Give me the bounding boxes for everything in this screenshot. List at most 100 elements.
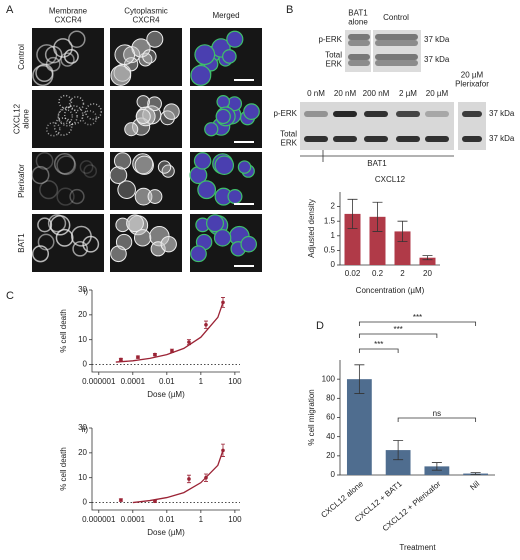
y-tick-label: 40 [326, 432, 335, 441]
cell [204, 122, 219, 137]
row-label: BAT1 [17, 233, 26, 253]
y-tick-label: 0.5 [324, 246, 336, 255]
cell [134, 155, 154, 175]
cell [109, 166, 128, 184]
lane-label: 200 nM [363, 89, 390, 98]
cell [69, 188, 85, 205]
blot-band [375, 54, 418, 60]
bar [424, 466, 450, 475]
y-tick-label: 30 [78, 285, 87, 294]
x-axis-label: Dose (µM) [147, 528, 185, 537]
cell [82, 235, 100, 253]
micrograph [32, 214, 104, 272]
blot-band [364, 111, 388, 117]
blot-band [348, 54, 370, 60]
blot-band [304, 111, 328, 117]
blot-row-label: ERK [326, 60, 343, 69]
axis [91, 428, 240, 511]
cell [60, 52, 75, 67]
cell [57, 108, 74, 125]
blot [458, 102, 486, 150]
y-tick-label: 20 [78, 310, 87, 319]
y-axis-label: % cell migration [307, 389, 316, 445]
x-tick-label: 0.02 [345, 269, 361, 278]
cell [117, 180, 136, 199]
significance-label: *** [413, 313, 422, 322]
lane-label: 20 µM [426, 89, 449, 98]
row-label: Plerixafor [17, 164, 26, 198]
fit-curve [115, 302, 224, 363]
cell [222, 49, 237, 64]
error-bar [422, 255, 433, 261]
cell [58, 94, 73, 109]
cell [197, 180, 217, 200]
blot-band [396, 111, 420, 117]
cell [226, 30, 244, 48]
x-tick-label: 0.0001 [121, 515, 146, 524]
column-header: Cytoplasmic [124, 7, 168, 16]
lane-label: Plerixafor [455, 80, 489, 89]
error-bar [347, 198, 358, 229]
y-tick-label: 0 [83, 498, 88, 507]
fit-curve [132, 450, 224, 504]
bar [394, 231, 411, 265]
cell [206, 214, 225, 233]
x-axis-label: Treatment [399, 543, 436, 552]
cell [32, 64, 54, 87]
cell [53, 153, 76, 175]
bar [344, 213, 361, 265]
cell [110, 245, 127, 263]
lane-label: alone [348, 18, 368, 27]
column-header: Membrane [49, 7, 88, 16]
x-tick-label: 20 [423, 269, 432, 278]
lane-label: 20 µM [461, 71, 484, 80]
error-bar [372, 201, 383, 232]
cell [146, 30, 164, 48]
significance-bracket [397, 417, 477, 422]
cell [39, 180, 59, 200]
y-tick-label: 10 [78, 335, 87, 344]
cell [136, 95, 150, 109]
cell [47, 214, 67, 233]
cell [79, 160, 94, 174]
y-tick-label: 20 [78, 448, 87, 457]
cell [213, 229, 232, 247]
cell [31, 166, 50, 185]
cell [243, 103, 260, 121]
row-label: Control [17, 44, 26, 70]
y-tick-label: 100 [322, 374, 336, 383]
blot-row-label: p-ERK [318, 35, 342, 44]
cell [240, 235, 258, 253]
cell [237, 160, 252, 174]
panel-sublabel: ii) [82, 425, 89, 434]
significance-label: ns [433, 409, 441, 418]
cell [227, 189, 243, 205]
error-bar [354, 364, 365, 394]
cell [83, 164, 98, 178]
cell [53, 117, 73, 136]
lane-label: 2 µM [399, 89, 417, 98]
x-tick-label: Nil [468, 479, 481, 492]
cell [84, 103, 102, 121]
data-point [187, 340, 191, 344]
panel-sublabel: i) [84, 287, 89, 296]
error-bar [470, 472, 481, 475]
cell [55, 228, 74, 247]
blot-band [375, 60, 418, 66]
blot-band [364, 136, 388, 142]
data-point [221, 448, 225, 453]
size-label: 37 kDa [489, 134, 515, 143]
bar [419, 257, 436, 265]
axis [91, 290, 240, 373]
x-tick-label: 0.000001 [82, 377, 116, 386]
cell [31, 245, 50, 263]
x-tick-label: 2 [400, 269, 405, 278]
blot-band [396, 136, 420, 142]
cell [56, 187, 75, 206]
cell [193, 152, 212, 170]
y-tick-label: 10 [78, 473, 87, 482]
panel-label: A [6, 4, 14, 16]
blot-band [375, 40, 418, 46]
y-tick-label: 80 [326, 393, 335, 402]
data-point [119, 498, 123, 502]
